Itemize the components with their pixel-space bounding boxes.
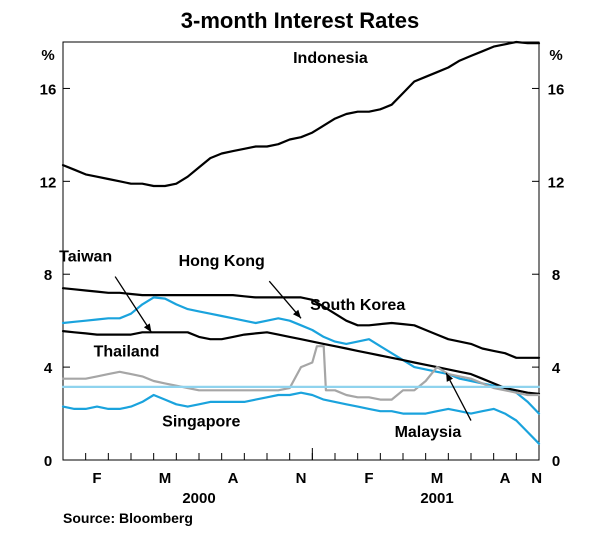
x-month-label: F [92, 470, 101, 487]
y-tick-label-left-12: 12 [40, 174, 57, 191]
x-month-label: F [364, 470, 373, 487]
y-unit-left: % [41, 47, 54, 64]
series-label-indonesia: Indonesia [293, 50, 368, 67]
series-label-south-korea: South Korea [310, 297, 405, 314]
y-tick-label-right-0: 0 [552, 453, 560, 470]
series-label-taiwan: Taiwan [59, 248, 112, 265]
series-label-thailand: Thailand [94, 344, 160, 361]
y-tick-label-left-16: 16 [40, 81, 57, 98]
series-line-singapore [61, 391, 541, 445]
x-year-label-2001: 2001 [420, 490, 453, 507]
x-month-label: A [500, 470, 511, 487]
y-tick-label-right-12: 12 [548, 174, 565, 191]
series-line-hong-kong [61, 296, 541, 415]
x-year-label-2000: 2000 [182, 490, 215, 507]
series-line-indonesia [61, 40, 541, 188]
x-month-label: N [531, 470, 542, 487]
arrow-line-taiwan [114, 276, 152, 333]
y-tick-label-right-16: 16 [548, 81, 565, 98]
arrow-head-taiwan [143, 323, 152, 333]
source-note: Source: Bloomberg [63, 510, 193, 526]
chart-title: 3-month Interest Rates [180, 8, 420, 33]
y-tick-label-left-4: 4 [44, 360, 53, 377]
series-line-south-korea [61, 287, 541, 359]
y-unit-right: % [549, 47, 562, 64]
series-line-taiwan [61, 330, 541, 395]
x-month-label: A [228, 470, 239, 487]
series-label-singapore: Singapore [162, 413, 240, 430]
x-month-label: M [431, 470, 444, 487]
y-tick-label-right-8: 8 [552, 267, 560, 284]
series-label-hong-kong: Hong Kong [179, 253, 265, 270]
y-tick-label-left-0: 0 [44, 453, 52, 470]
x-month-label: M [159, 470, 172, 487]
y-tick-label-right-4: 4 [552, 360, 561, 377]
plot-frame [62, 41, 540, 461]
y-tick-label-left-8: 8 [44, 267, 52, 284]
arrow-line-malaysia [445, 372, 472, 421]
series-label-malaysia: Malaysia [395, 424, 462, 441]
arrow-head-malaysia [446, 372, 453, 382]
x-month-label: N [296, 470, 307, 487]
series-line-thailand [61, 345, 541, 401]
arrow-head-hong-kong [293, 309, 301, 319]
